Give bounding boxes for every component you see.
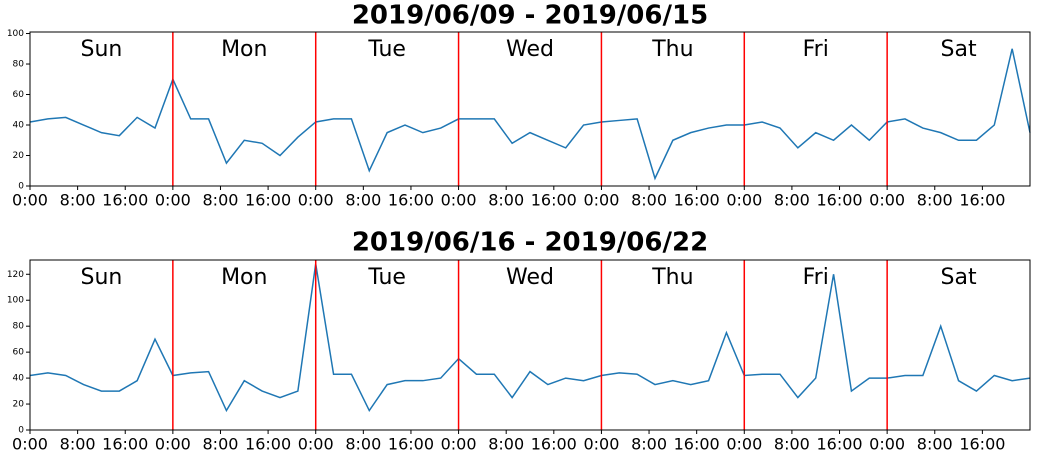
x-tick-label: 8:00: [203, 435, 239, 454]
x-tick-label: 16:00: [531, 435, 577, 454]
y-tick-label: 120: [7, 270, 24, 280]
x-tick-label: 0:00: [298, 191, 334, 210]
day-label: Mon: [221, 37, 267, 62]
x-tick-label: 16:00: [245, 435, 291, 454]
x-tick-label: 16:00: [959, 435, 1005, 454]
y-tick-label: 60: [13, 348, 25, 358]
x-tick-label: 0:00: [869, 191, 905, 210]
x-tick-label: 0:00: [155, 435, 191, 454]
x-tick-label: 0:00: [726, 191, 762, 210]
data-line: [29, 48, 1031, 181]
x-tick-label: 0:00: [298, 435, 334, 454]
day-label: Sat: [941, 37, 977, 62]
x-tick-label: 8:00: [774, 435, 810, 454]
x-tick-label: 16:00: [388, 191, 434, 210]
y-tick-label: 80: [13, 60, 25, 70]
day-label: Thu: [651, 265, 693, 290]
x-tick-label: 8:00: [488, 435, 524, 454]
x-tick-label: 16:00: [102, 191, 148, 210]
x-tick-label: 0:00: [583, 435, 619, 454]
day-label: Wed: [506, 37, 554, 62]
x-tick-label: 0:00: [869, 435, 905, 454]
x-tick-label: 16:00: [674, 435, 720, 454]
chart-title: 2019/06/09 - 2019/06/15: [352, 1, 708, 31]
day-label: Fri: [803, 265, 829, 290]
x-tick-label: 16:00: [245, 191, 291, 210]
day-label: Sun: [80, 37, 122, 62]
y-tick-label: 20: [13, 151, 25, 161]
day-label: Tue: [367, 265, 406, 290]
x-tick-label: 16:00: [959, 191, 1005, 210]
x-tick-label: 8:00: [345, 191, 381, 210]
x-tick-label: 8:00: [631, 435, 667, 454]
x-tick-label: 0:00: [12, 191, 48, 210]
day-label: Sun: [80, 265, 122, 290]
day-label: Fri: [803, 37, 829, 62]
plot-frame: [29, 31, 1031, 187]
x-tick-label: 8:00: [60, 435, 96, 454]
x-tick-label: 8:00: [203, 191, 239, 210]
x-tick-label: 8:00: [917, 435, 953, 454]
day-label: Thu: [651, 37, 693, 62]
y-tick-label: 40: [13, 121, 25, 131]
x-tick-label: 8:00: [631, 191, 667, 210]
day-label: Mon: [221, 265, 267, 290]
y-tick-label: 20: [13, 400, 25, 410]
y-tick-label: 0: [18, 426, 24, 436]
x-tick-label: 16:00: [531, 191, 577, 210]
y-tick-label: 60: [13, 90, 25, 100]
day-label: Tue: [367, 37, 406, 62]
x-tick-label: 0:00: [441, 191, 477, 210]
x-tick-label: 8:00: [345, 435, 381, 454]
x-tick-label: 8:00: [917, 191, 953, 210]
x-tick-label: 16:00: [816, 435, 862, 454]
y-tick-label: 100: [7, 296, 24, 306]
day-label: Wed: [506, 265, 554, 290]
x-tick-label: 0:00: [441, 435, 477, 454]
plot-frame: [29, 259, 1031, 431]
x-tick-label: 0:00: [12, 435, 48, 454]
x-tick-label: 0:00: [726, 435, 762, 454]
chart-title: 2019/06/16 - 2019/06/22: [352, 228, 708, 258]
x-tick-label: 8:00: [488, 191, 524, 210]
y-tick-label: 0: [18, 182, 24, 192]
y-tick-label: 100: [7, 29, 24, 39]
x-tick-label: 0:00: [583, 191, 619, 210]
x-tick-label: 16:00: [102, 435, 148, 454]
x-tick-label: 16:00: [388, 435, 434, 454]
x-tick-label: 16:00: [816, 191, 862, 210]
x-tick-label: 8:00: [60, 191, 96, 210]
y-tick-label: 80: [13, 322, 25, 332]
day-label: Sat: [941, 265, 977, 290]
x-tick-label: 0:00: [155, 191, 191, 210]
y-tick-label: 40: [13, 374, 25, 384]
x-tick-label: 8:00: [774, 191, 810, 210]
x-tick-label: 16:00: [674, 191, 720, 210]
data-line: [29, 263, 1031, 413]
